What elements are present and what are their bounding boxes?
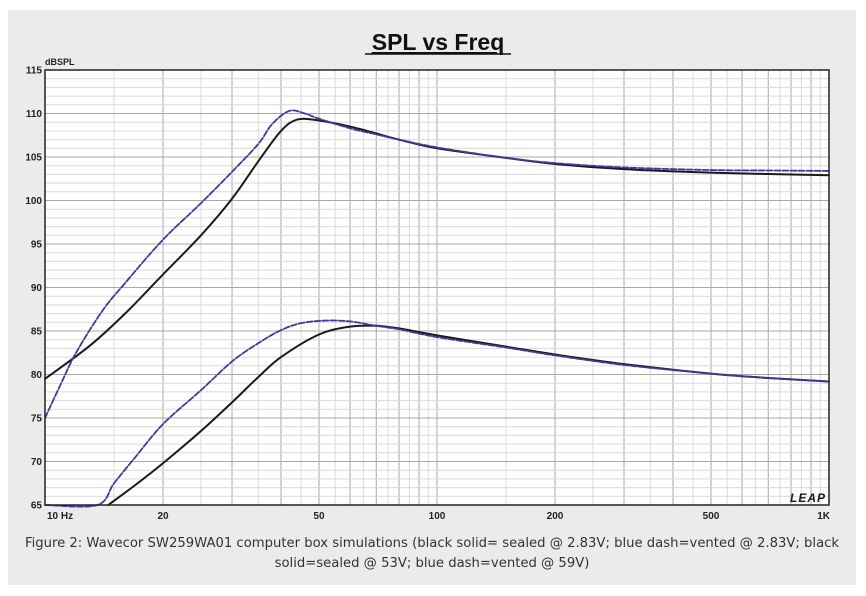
y-tick-label: 80 (31, 370, 43, 381)
series-line-2 (44, 109, 830, 419)
y-tick-label: 105 (25, 153, 42, 164)
y-tick-label: 75 (31, 414, 43, 425)
y-tick-label: 95 (31, 240, 43, 251)
figure: SPL vs Freq dBSPL 65 70 75 80 85 90 95 100 105 11… (8, 10, 856, 585)
leap-watermark: LEAP (790, 491, 826, 505)
x-tick-label: 1K (817, 511, 831, 522)
x-tick-label: 200 (547, 511, 564, 522)
x-tick-label: 50 (313, 511, 325, 522)
series-group (44, 109, 830, 508)
y-tick-label: 110 (26, 109, 43, 120)
grid (45, 70, 829, 505)
y-axis-label: dBSPL (45, 57, 75, 67)
series-line-4 (44, 319, 830, 508)
plot-frame (44, 69, 830, 506)
y-tick-label: 65 (31, 501, 43, 512)
y-tick-label: 100 (25, 196, 42, 207)
y-tick-label: 115 (26, 66, 43, 77)
x-tick-label: 10 Hz (47, 511, 73, 522)
spl-chart: SPL vs Freq dBSPL 65 70 75 80 85 90 95 100 105 11… (25, 29, 831, 522)
y-tick-labels: 65 70 75 80 85 90 95 100 105 110 115 (25, 66, 42, 512)
chart-title: SPL vs Freq (372, 29, 505, 55)
x-tick-label: 20 (157, 511, 169, 522)
figure-caption: Figure 2: Wavecor SW259WA01 computer box… (24, 536, 840, 571)
series-line-1 (44, 117, 830, 380)
x-tick-label: 500 (703, 511, 720, 522)
y-tick-label: 90 (31, 283, 43, 294)
x-tick-label: 100 (429, 511, 446, 522)
x-tick-labels: 10 Hz 20 50 100 200 500 1K (47, 511, 831, 522)
y-tick-label: 85 (31, 327, 43, 338)
y-tick-label: 70 (31, 457, 43, 468)
